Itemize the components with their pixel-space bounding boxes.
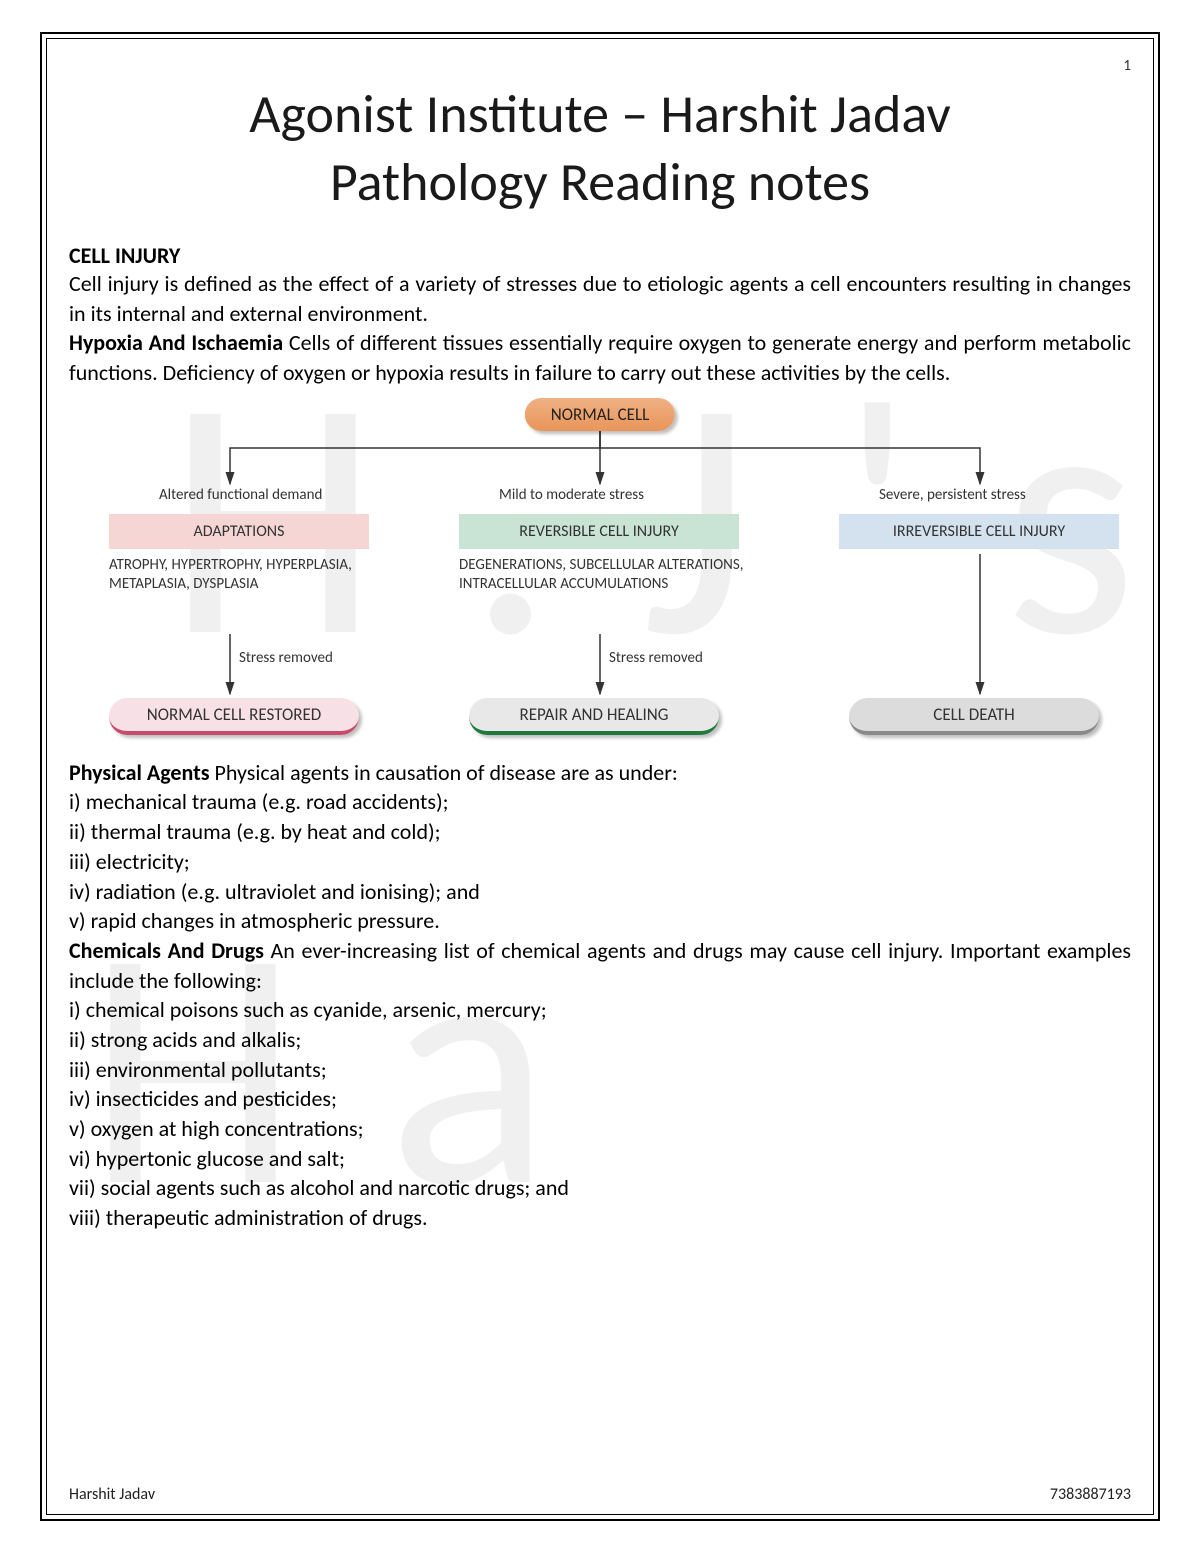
col1-arrow-label: Stress removed: [239, 649, 333, 667]
list-item: v) rapid changes in atmospheric pressure…: [69, 906, 1131, 936]
list-item: ii) strong acids and alkalis;: [69, 1025, 1131, 1055]
branch-label-mid: Mild to moderate stress: [499, 486, 644, 504]
flowchart-root: NORMAL CELL: [525, 398, 675, 431]
col1-header: ADAPTATIONS: [109, 514, 369, 549]
branch-label-right: Severe, persistent stress: [879, 486, 1026, 504]
list-item: i) chemical poisons such as cyanide, ars…: [69, 995, 1131, 1025]
footer-left: Harshit Jadav: [69, 1485, 155, 1504]
col3-outcome: CELL DEATH: [849, 698, 1099, 735]
list-item: iii) environmental pollutants;: [69, 1055, 1131, 1085]
footer-right: 7383887193: [1050, 1485, 1131, 1504]
section-heading: CELL INJURY: [69, 242, 1131, 269]
list-item: vi) hypertonic glucose and salt;: [69, 1144, 1131, 1174]
branch-label-left: Altered functional demand: [159, 486, 322, 504]
col1-sub: ATROPHY, HYPERTROPHY, HYPERPLASIA, METAP…: [109, 556, 379, 595]
physical-paragraph: Physical Agents Physical agents in causa…: [69, 758, 1131, 788]
list-item: v) oxygen at high concentrations;: [69, 1114, 1131, 1144]
list-item: iv) insecticides and pesticides;: [69, 1084, 1131, 1114]
col2-sub: DEGENERATIONS, SUBCELLULAR ALTERATIONS, …: [459, 556, 749, 595]
page-container: H . J ' s H a 1 Agonist Institute – Hars…: [46, 38, 1154, 1515]
list-item: iv) radiation (e.g. ultraviolet and ioni…: [69, 877, 1131, 907]
hypoxia-label: Hypoxia And Ischaemia: [69, 329, 283, 356]
physical-intro: Physical agents in causation of disease …: [210, 759, 678, 786]
col2-header: REVERSIBLE CELL INJURY: [459, 514, 739, 549]
page-footer: Harshit Jadav 7383887193: [69, 1485, 1131, 1504]
col2-outcome: REPAIR AND HEALING: [469, 698, 719, 735]
list-item: i) mechanical trauma (e.g. road accident…: [69, 787, 1131, 817]
col3-header: IRREVERSIBLE CELL INJURY: [839, 514, 1119, 549]
flowchart: NORMAL CELL Altered functional demand Mi…: [69, 394, 1131, 754]
list-item: iii) electricity;: [69, 847, 1131, 877]
hypoxia-paragraph: Hypoxia And Ischaemia Cells of different…: [69, 328, 1131, 387]
col2-arrow-label: Stress removed: [609, 649, 703, 667]
intro-paragraph: Cell injury is defined as the effect of …: [69, 269, 1131, 328]
chem-label: Chemicals And Drugs: [69, 937, 264, 964]
title-line: Pathology Reading notes: [330, 149, 870, 215]
list-item: vii) social agents such as alcohol and n…: [69, 1173, 1131, 1203]
list-item: ii) thermal trauma (e.g. by heat and col…: [69, 817, 1131, 847]
col1-outcome: NORMAL CELL RESTORED: [109, 698, 359, 735]
page-title: Agonist Institute – Harshit Jadav Pathol…: [69, 81, 1131, 216]
physical-label: Physical Agents: [69, 759, 210, 786]
list-item: viii) therapeutic administration of drug…: [69, 1203, 1131, 1233]
title-line: Agonist Institute – Harshit Jadav: [249, 81, 950, 147]
chem-paragraph: Chemicals And Drugs An ever-increasing l…: [69, 936, 1131, 995]
page-number: 1: [69, 57, 1131, 75]
